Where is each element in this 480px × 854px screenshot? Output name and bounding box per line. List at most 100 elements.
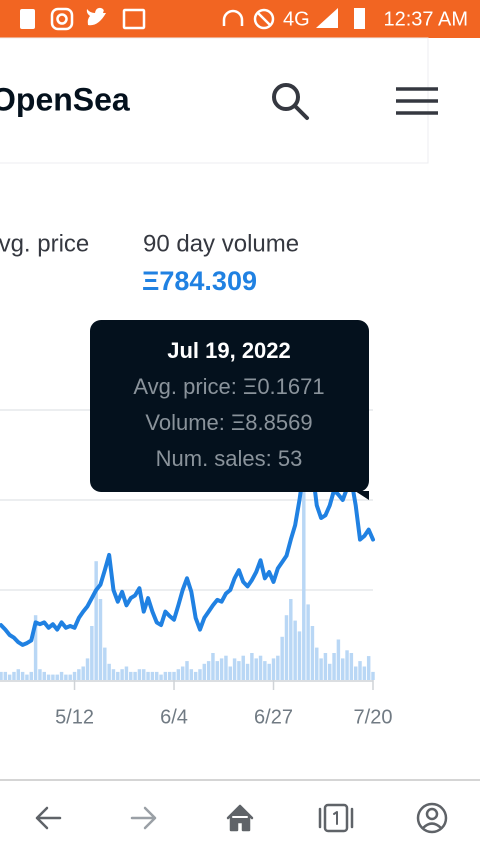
volume-bar: [42, 671, 46, 680]
volume-bar: [29, 671, 34, 680]
volume-bar: [120, 669, 124, 680]
volume-bar: [142, 669, 146, 680]
volume-bar: [185, 661, 189, 680]
volume-bar: [371, 671, 375, 680]
volume-bar: [340, 658, 345, 680]
volume-bar: [215, 661, 220, 680]
volume-bar: [258, 655, 263, 680]
volume-bar: [306, 604, 310, 680]
volume-bar: [16, 669, 21, 680]
x-tick-label: 7/20: [354, 706, 393, 728]
volume-bar: [81, 666, 85, 680]
volume-bar: [55, 674, 59, 680]
volume-bar: [51, 674, 55, 680]
volume-bar: [150, 671, 155, 680]
tooltip-title: Jul 19, 2022: [167, 338, 291, 363]
volume-bar: [107, 663, 111, 680]
stat-label: Avg. price: [0, 230, 89, 257]
x-tick-label: 5/12: [55, 706, 94, 728]
volume-bar: [289, 599, 293, 680]
back-button[interactable]: [35, 806, 62, 830]
volume-bar: [245, 663, 250, 680]
volume-bar: [332, 653, 336, 680]
menu-button[interactable]: [396, 87, 438, 115]
volume-bar: [98, 599, 103, 680]
volume-bar: [336, 639, 341, 680]
clock: 12:37 AM: [383, 8, 468, 30]
volume-bar: [302, 420, 306, 680]
account-button[interactable]: [416, 802, 448, 834]
volume-bar: [163, 671, 168, 680]
volume-bar: [77, 669, 81, 680]
volume-bar: [172, 671, 176, 680]
x-tick-label: 6/4: [160, 706, 188, 728]
volume-bar: [206, 661, 211, 680]
volume-bar: [349, 653, 354, 680]
volume-bar: [7, 674, 12, 680]
volume-bar: [116, 671, 120, 680]
network-label: 4G: [283, 8, 310, 30]
status-bar: [0, 0, 480, 38]
volume-bar: [90, 626, 94, 680]
volume-bar: [3, 671, 8, 680]
volume-bar: [254, 658, 258, 680]
volume-bar: [219, 658, 224, 680]
volume-bar: [193, 671, 198, 680]
search-button[interactable]: [272, 83, 309, 120]
volume-bar: [232, 658, 237, 680]
home-button[interactable]: [226, 804, 254, 832]
volume-bar: [323, 653, 328, 680]
volume-bar: [64, 674, 68, 680]
tooltip-box: [90, 320, 369, 492]
tooltip-line: Volume: Ξ8.8569: [145, 410, 312, 435]
plot: 5/12 6/4 6/27 7/20: [0, 420, 393, 728]
volume-bar: [328, 663, 332, 680]
volume-bar: [159, 674, 163, 680]
volume-bar: [280, 636, 284, 680]
volume-bar: [133, 671, 137, 680]
volume-bar: [59, 671, 64, 680]
volume-bar: [315, 647, 319, 680]
volume-bar: [366, 656, 371, 680]
volume-bar: [146, 671, 150, 680]
tabs-button[interactable]: [318, 803, 354, 833]
volume-bar: [263, 661, 267, 680]
volume-bar: [211, 653, 215, 680]
volume-bar: [176, 669, 181, 680]
volume-bar: [237, 661, 241, 680]
tooltip-line: Num. sales: 53: [156, 446, 303, 471]
volume-bar: [224, 655, 228, 680]
header: [0, 37, 429, 164]
volume-bar: [250, 653, 254, 680]
tooltip-pointer: [355, 491, 369, 500]
volume-bar: [25, 674, 29, 680]
volume-bar: [358, 661, 362, 680]
volume-bar: [319, 658, 323, 680]
volume-bar: [202, 663, 207, 680]
tooltip: Jul 19, 2022 Avg. price: Ξ0.1671 Volume:…: [90, 320, 369, 500]
bottom-bar: [0, 780, 480, 854]
volume-bar: [38, 669, 42, 680]
volume-bar: [12, 671, 16, 680]
volume-bar: [72, 671, 77, 680]
tooltip-line: Avg. price: Ξ0.1671: [133, 374, 324, 399]
volume-bar: [137, 669, 142, 680]
volume-bar: [20, 671, 25, 680]
volume-bar: [293, 620, 297, 680]
volume-bar: [111, 669, 116, 680]
volume-bar: [33, 615, 38, 680]
brand-name[interactable]: OpenSea: [0, 81, 130, 117]
volume-bar: [167, 671, 172, 680]
volume-bar: [180, 666, 185, 680]
volume-bar: [267, 663, 271, 680]
volume-bar: [129, 671, 133, 680]
volume-bar: [310, 626, 315, 680]
volume-bar: [241, 655, 245, 680]
forward-button[interactable]: [130, 806, 157, 830]
x-tick-label: 6/27: [254, 706, 293, 728]
stat-label: 90 day volume: [143, 230, 299, 257]
volume-bar: [189, 669, 194, 680]
volume-bar: [0, 671, 3, 680]
volume-bar: [94, 561, 98, 680]
